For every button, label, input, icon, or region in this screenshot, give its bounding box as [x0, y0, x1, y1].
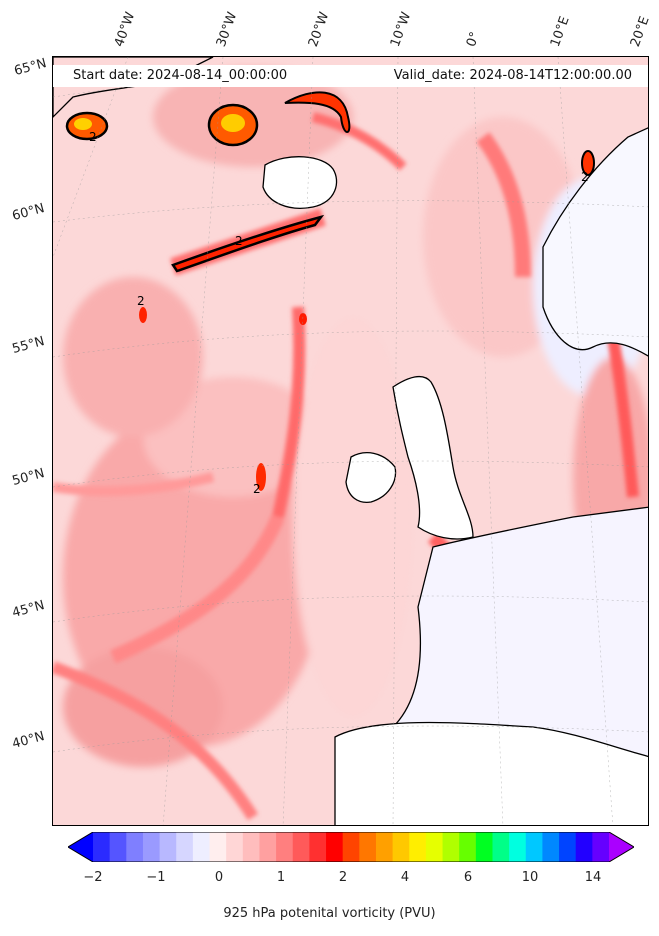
colorbar-segment [209, 832, 227, 862]
latitude-label: 60°N [10, 201, 47, 224]
map-panel: 2 2 2 2 2 Start date: 2024-08-14_00:00:0… [52, 56, 649, 826]
colorbar-segment [342, 832, 360, 862]
contour-label: 2 [253, 482, 261, 496]
longitude-label: 20°W [305, 10, 333, 49]
colorbar-tick: 4 [400, 870, 410, 885]
contour-label: 2 [235, 234, 243, 248]
colorbar-tick: 1 [276, 870, 286, 885]
colorbar-segment [126, 832, 144, 862]
colorbar-segment [475, 832, 494, 862]
latitude-label: 65°N [12, 56, 49, 79]
colorbar-segment [459, 832, 477, 862]
latitude-label: 50°N [10, 466, 47, 489]
longitude-label: 20°E [627, 14, 653, 50]
iceland-landmass [262, 156, 338, 209]
colorbar-segment [326, 832, 344, 862]
colorbar-segment [276, 832, 294, 862]
pv-field: 2 2 2 2 2 [53, 57, 648, 825]
colorbar-segment [309, 832, 327, 862]
colorbar-segment [575, 832, 593, 862]
colorbar-segment [592, 832, 610, 862]
start-date: Start date: 2024-08-14_00:00:00 [73, 68, 288, 83]
colorbar-segment [442, 832, 460, 862]
colorbar-segment [93, 832, 111, 862]
colorbar-segment [226, 832, 244, 862]
longitude-label: 0° [463, 29, 484, 49]
colorbar-segment [109, 832, 127, 862]
colorbar-tick: 0 [214, 870, 224, 885]
ireland-landmass [345, 452, 397, 503]
colorbar-segment [525, 832, 544, 862]
contour-label: 2 [137, 294, 145, 308]
colorbar-segment [375, 832, 394, 862]
longitude-label: 40°W [111, 10, 139, 49]
colorbar-segment [192, 832, 211, 862]
colorbar-tick: 6 [463, 870, 473, 885]
colorbar-segment [292, 832, 310, 862]
scandinavia-landmass [542, 127, 648, 357]
colorbar-extend-high [609, 832, 634, 862]
colorbar-tick: −2 [83, 870, 103, 885]
latitude-label: 55°N [10, 334, 47, 357]
colorbar-segment [392, 832, 410, 862]
colorbar-extend-low [68, 832, 93, 862]
great-britain-landmass [392, 375, 474, 540]
colorbar-segment [242, 832, 261, 862]
iberia-landmass [334, 721, 648, 825]
date-header: Start date: 2024-08-14_00:00:00 Valid_da… [53, 65, 648, 87]
colorbar-title: 925 hPa potenital vorticity (PVU) [223, 906, 436, 921]
latitude-label: 40°N [10, 729, 47, 752]
colorbar-segment [542, 832, 560, 862]
colorbar-segment [142, 832, 161, 862]
colorbar-segment [492, 832, 510, 862]
contour-label: 2 [89, 130, 97, 144]
colorbar-tick: −1 [146, 870, 166, 885]
valid-date: Valid_date: 2024-08-14T12:00:00.00 [393, 68, 632, 83]
colorbar-segment [176, 832, 194, 862]
colorbar-segment [509, 832, 527, 862]
longitude-label: 30°W [213, 10, 241, 49]
colorbar [68, 832, 634, 862]
colorbar-tick: 14 [584, 870, 602, 885]
contour-label: 2 [581, 170, 589, 184]
colorbar-tick: 10 [521, 870, 539, 885]
latitude-label: 45°N [10, 598, 47, 621]
colorbar-segment [159, 832, 177, 862]
longitude-label: 10°E [547, 14, 573, 50]
colorbar-tick: 2 [338, 870, 348, 885]
colorbar-segment [409, 832, 427, 862]
colorbar-segment [259, 832, 277, 862]
colorbar-segment [425, 832, 444, 862]
colorbar-segment [359, 832, 377, 862]
colorbar-segment [559, 832, 577, 862]
longitude-label: 10°W [387, 10, 415, 49]
